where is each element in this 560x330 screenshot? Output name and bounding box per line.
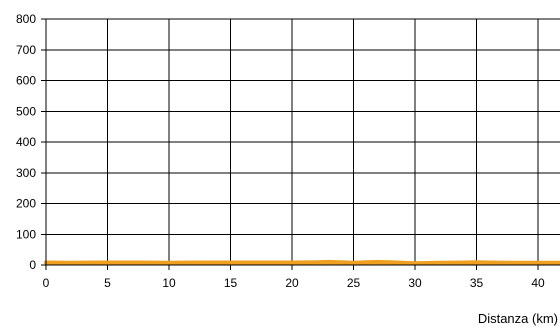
x-tick-label: 30: [408, 276, 422, 290]
y-tick-label: 500: [16, 104, 36, 118]
x-tick-label: 40: [531, 276, 545, 290]
x-tick-label: 10: [162, 276, 176, 290]
x-tick-label: 25: [347, 276, 361, 290]
y-tick-label: 100: [16, 227, 36, 241]
grid-lines: [46, 18, 560, 265]
x-tick-label: 5: [104, 276, 111, 290]
y-tick-labels: 0 100 200 300 400 500 600 700 800: [16, 12, 36, 272]
axes: [41, 18, 560, 270]
y-tick-label: 600: [16, 74, 36, 88]
x-tick-label: 20: [285, 276, 299, 290]
y-tick-label: 0: [29, 258, 36, 272]
y-tick-label: 300: [16, 166, 36, 180]
y-tick-label: 400: [16, 135, 36, 149]
x-tick-label: 0: [43, 276, 50, 290]
y-tick-label: 700: [16, 43, 36, 57]
x-tick-label: 15: [224, 276, 238, 290]
y-tick-label: 800: [16, 12, 36, 26]
series-layer: [44, 259, 560, 266]
series-line: [44, 259, 560, 266]
x-tick-label: 35: [470, 276, 484, 290]
y-tick-label: 200: [16, 197, 36, 211]
x-tick-labels: 0 5 10 15 20 25 30 35 40: [43, 276, 545, 290]
x-axis-label: Distanza (km): [478, 311, 558, 326]
